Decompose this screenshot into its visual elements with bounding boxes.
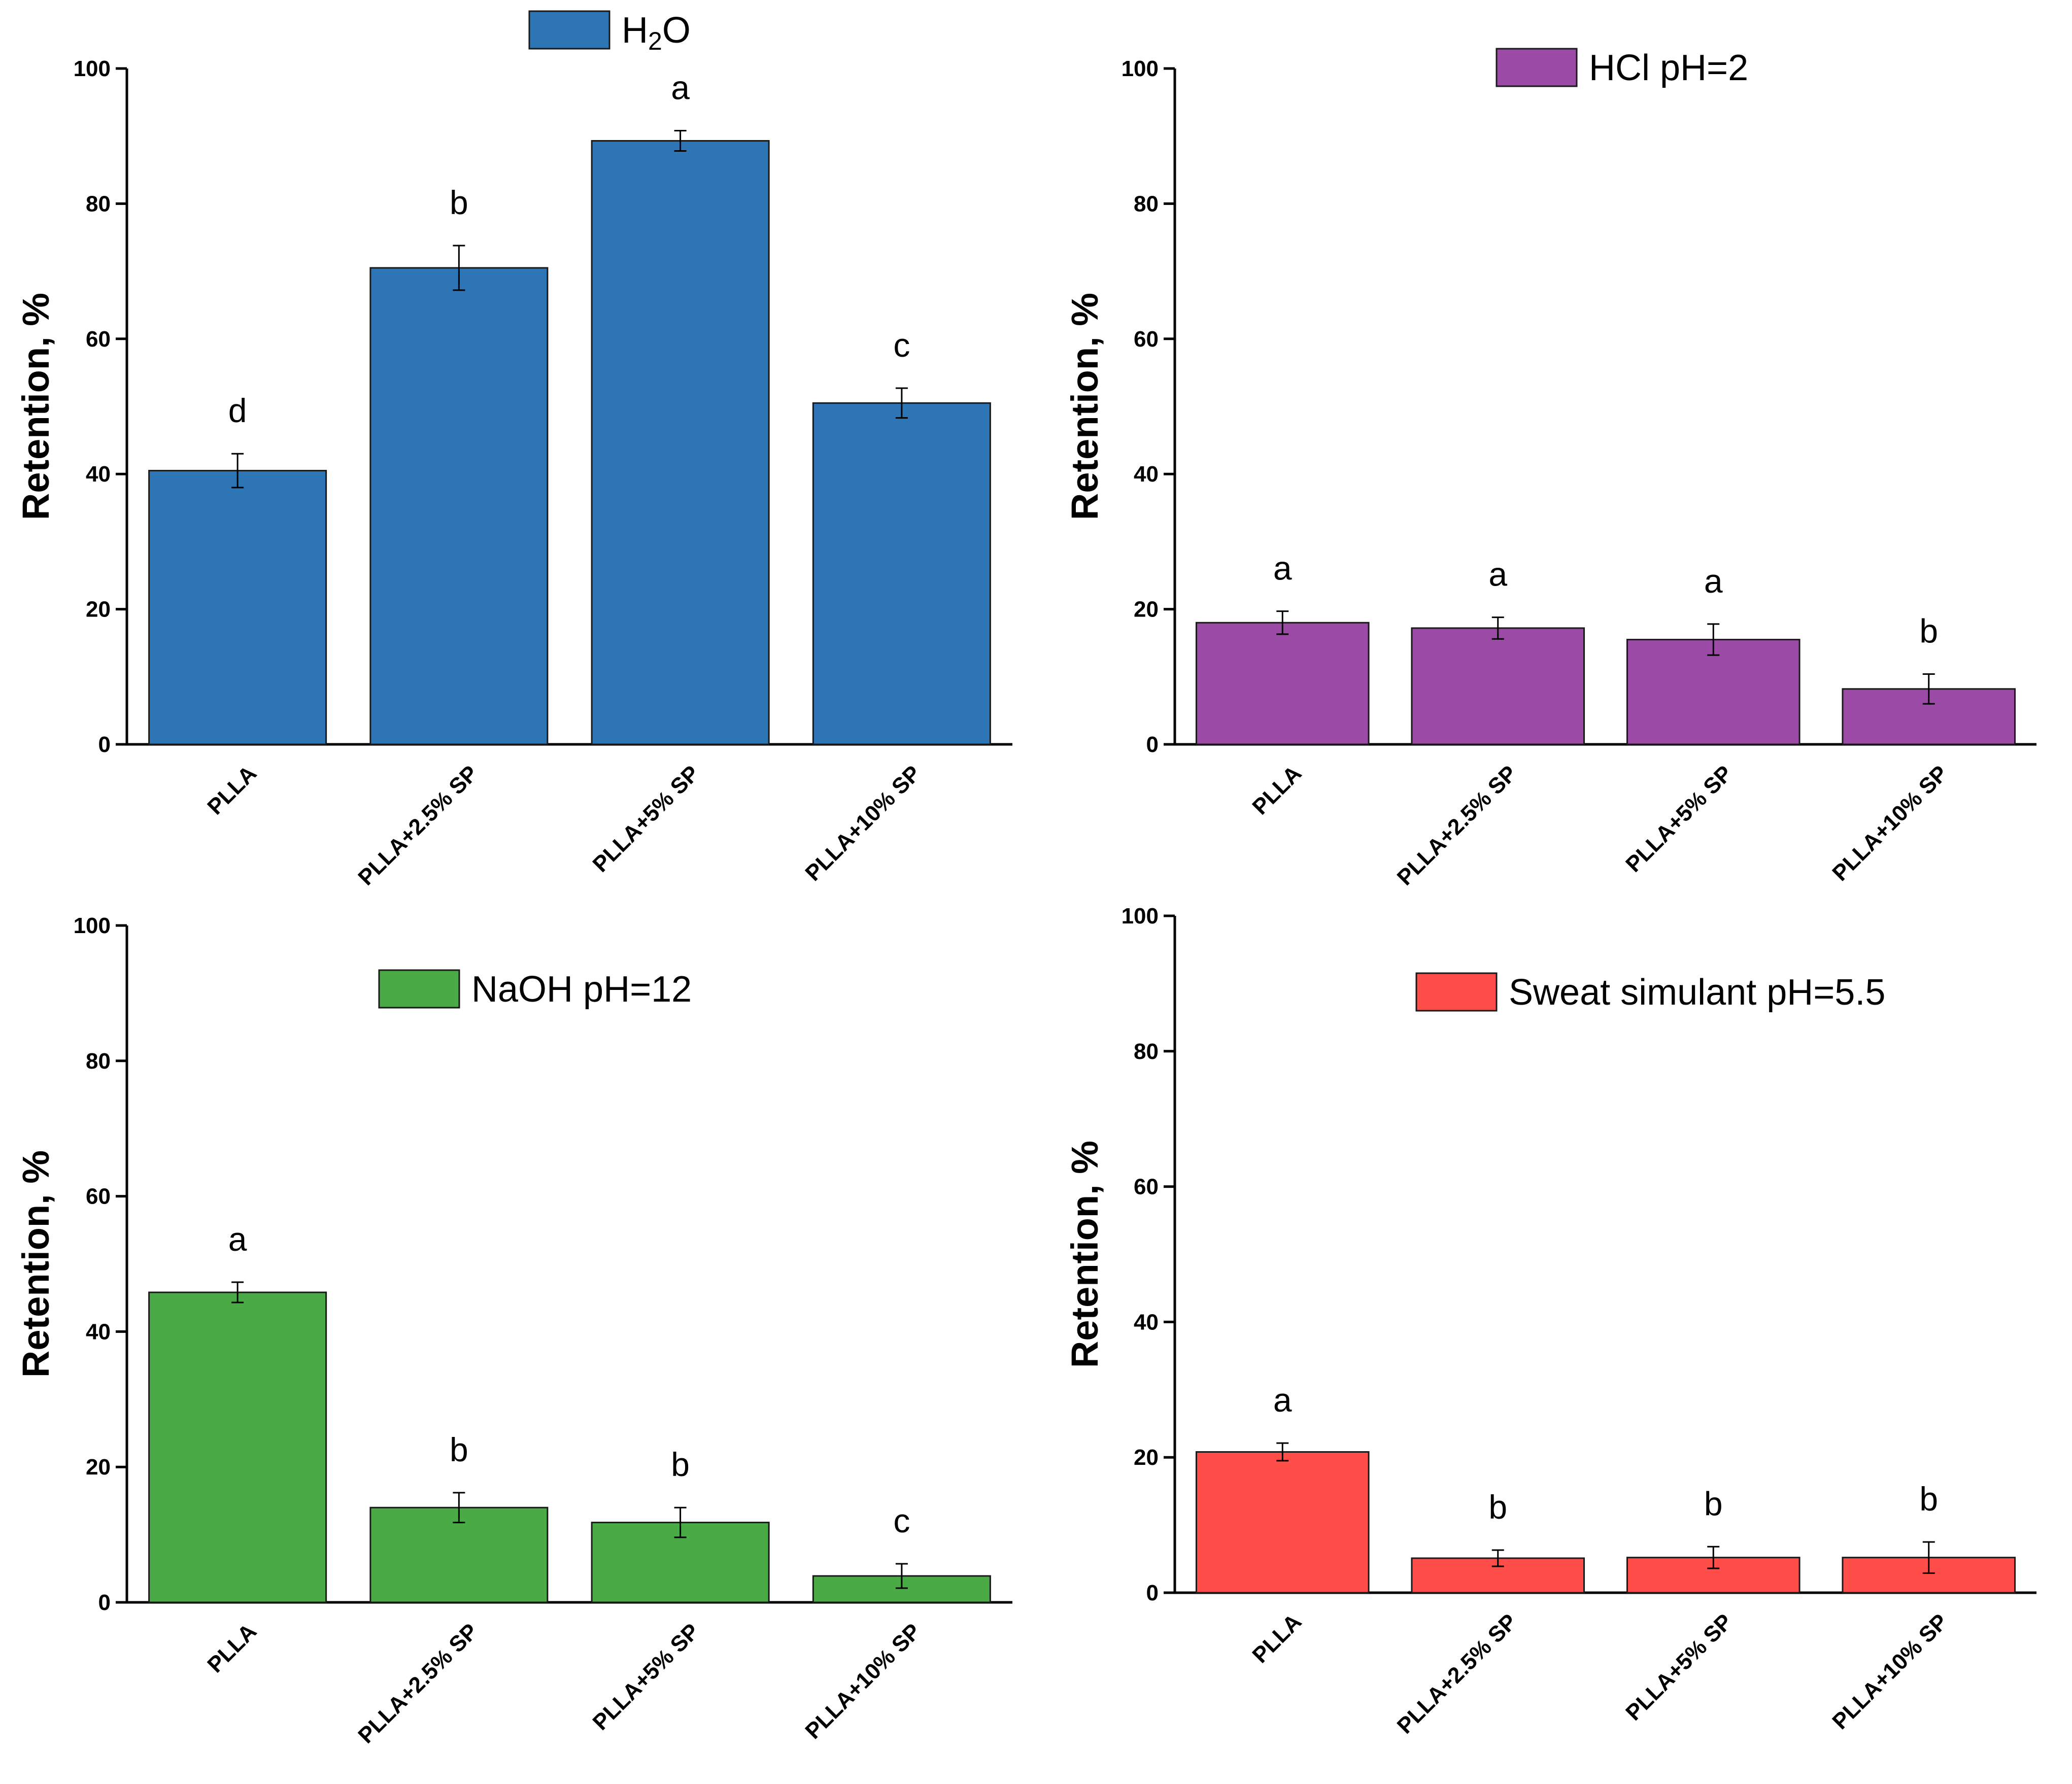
y-axis-label: Retention, % — [15, 1150, 57, 1378]
significance-letter: b — [450, 1431, 468, 1468]
category-label: PLLA+10% SP — [800, 761, 925, 885]
legend-label: HCl pH=2 — [1589, 48, 1748, 88]
category-label: PLLA+10% SP — [1827, 761, 1952, 885]
bar — [1411, 627, 1585, 745]
significance-letter: b — [450, 184, 468, 221]
bar — [369, 1506, 549, 1603]
y-tick-label: 100 — [1122, 904, 1159, 929]
significance-letter: c — [893, 1502, 910, 1539]
y-axis-label: Retention, % — [1064, 293, 1106, 520]
category-label: PLLA+2.5% SP — [1392, 1609, 1522, 1738]
category-label: PLLA — [1247, 761, 1306, 819]
significance-letter: a — [1488, 556, 1507, 593]
bar — [148, 1291, 327, 1603]
y-tick-label: 40 — [1134, 462, 1159, 487]
legend-swatch — [1496, 48, 1578, 87]
y-tick-label: 100 — [74, 913, 111, 938]
bar — [591, 140, 770, 745]
category-label: PLLA+5% SP — [1621, 761, 1737, 877]
y-tick-label: 60 — [86, 1184, 111, 1209]
category-label: PLLA+10% SP — [1827, 1609, 1952, 1734]
y-tick-label: 20 — [1134, 1445, 1159, 1470]
y-tick-label: 100 — [74, 56, 111, 81]
y-tick-label: 20 — [1134, 597, 1159, 622]
significance-letter: c — [893, 326, 910, 364]
y-tick-label: 0 — [1146, 732, 1159, 757]
y-tick-label: 60 — [1134, 1175, 1159, 1199]
bar — [812, 402, 991, 745]
y-tick-label: 40 — [86, 462, 111, 487]
significance-letter: a — [228, 1220, 247, 1258]
y-tick-label: 60 — [1134, 327, 1159, 352]
y-tick-label: 40 — [1134, 1310, 1159, 1334]
y-tick-label: 0 — [98, 732, 111, 757]
category-label: PLLA — [1247, 1609, 1306, 1668]
y-tick-label: 60 — [86, 327, 111, 352]
significance-letter: b — [1704, 1485, 1723, 1522]
y-tick-label: 80 — [1134, 191, 1159, 216]
legend-swatch — [528, 10, 610, 50]
bar — [148, 470, 327, 745]
category-label: PLLA+10% SP — [800, 1619, 925, 1743]
chart-panel-hcl: 0 20 40 60 80 100 Retention, % a PLLA a PLLA+2.5% … — [1064, 48, 2036, 890]
chart-panel-sweat: 0 20 40 60 80 100 Retention, % a PLLA b PLLA+2.5% … — [1064, 904, 2036, 1739]
chart-panel-naoh: 0 20 40 60 80 100 Retention, % a PLLA b PLLA+2.5% … — [15, 913, 1012, 1748]
bar — [1411, 1557, 1585, 1594]
category-label: PLLA — [202, 1619, 261, 1677]
significance-letter: a — [1704, 562, 1723, 600]
y-tick-label: 0 — [1146, 1581, 1159, 1605]
legend-swatch — [378, 969, 460, 1009]
significance-letter: b — [1919, 612, 1938, 649]
category-label: PLLA+2.5% SP — [1392, 761, 1522, 890]
category-label: PLLA+2.5% SP — [353, 1619, 483, 1748]
legend-label: NaOH pH=12 — [471, 969, 692, 1010]
y-tick-label: 40 — [86, 1319, 111, 1344]
y-tick-label: 100 — [1122, 56, 1159, 81]
y-tick-label: 80 — [1134, 1039, 1159, 1064]
y-tick-label: 0 — [98, 1590, 111, 1615]
significance-letter: b — [1919, 1480, 1938, 1518]
y-tick-label: 80 — [86, 1049, 111, 1074]
category-label: PLLA — [202, 761, 261, 819]
significance-letter: d — [228, 392, 247, 429]
legend-swatch — [1415, 972, 1498, 1012]
significance-letter: b — [1488, 1488, 1507, 1526]
bar — [1195, 622, 1370, 745]
y-tick-label: 20 — [86, 1455, 111, 1480]
significance-letter: a — [1273, 550, 1292, 587]
y-axis-label: Retention, % — [1064, 1141, 1106, 1368]
significance-letter: a — [671, 69, 690, 107]
category-label: PLLA+2.5% SP — [353, 761, 483, 890]
category-label: PLLA+5% SP — [1621, 1609, 1737, 1725]
significance-letter: a — [1273, 1381, 1292, 1419]
y-axis-label: Retention, % — [15, 293, 57, 520]
y-tick-label: 80 — [86, 191, 111, 216]
category-label: PLLA+5% SP — [588, 761, 704, 877]
legend-label: Sweat simulant pH=5.5 — [1509, 972, 1885, 1013]
chart-panel-h2o: 0 20 40 60 80 100 Retention, % d PLLA b PLLA+2.5% … — [15, 10, 1012, 890]
y-tick-label: 20 — [86, 597, 111, 622]
bar — [369, 267, 549, 745]
significance-letter: b — [671, 1446, 690, 1483]
legend-label: H2O — [622, 10, 691, 55]
bar — [1195, 1451, 1370, 1594]
category-label: PLLA+5% SP — [588, 1619, 704, 1735]
